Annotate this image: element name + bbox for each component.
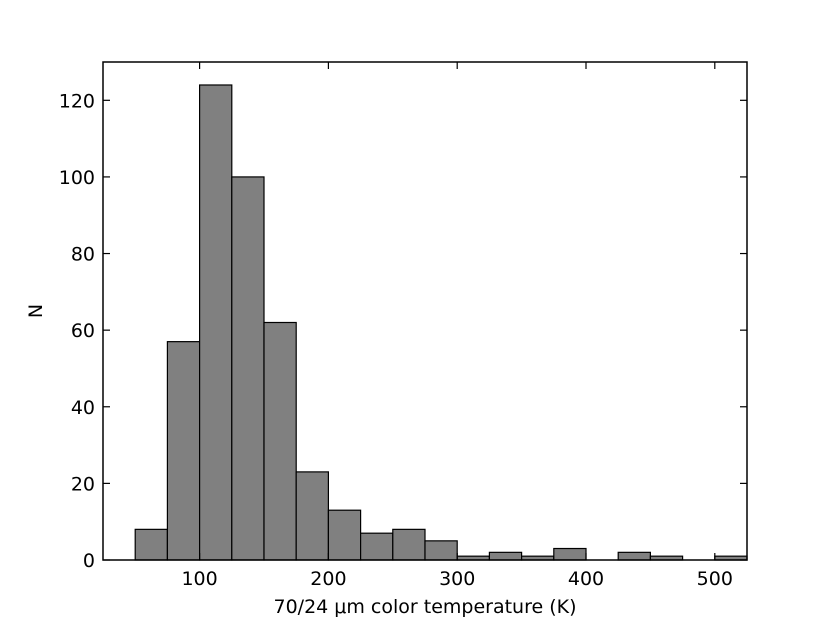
bar [424, 540, 458, 561]
x-tick-label: 300 [439, 568, 475, 590]
y-axis-label: N [25, 304, 47, 318]
bar [392, 528, 426, 561]
x-axis-label: 70/24 μm color temperature (K) [273, 596, 576, 618]
bar [553, 547, 587, 561]
y-tick-label: 100 [59, 167, 95, 189]
y-tick-label: 120 [59, 90, 95, 112]
bar [327, 509, 362, 561]
x-tick-label: 400 [568, 568, 604, 590]
y-tick-label: 20 [71, 473, 95, 495]
bar [231, 176, 265, 561]
x-tick-label: 500 [697, 568, 733, 590]
bar [488, 551, 523, 561]
x-tick-label: 100 [181, 568, 217, 590]
x-tick-label: 200 [310, 568, 346, 590]
y-tick-label: 80 [71, 244, 95, 266]
bar [360, 532, 394, 561]
bar [295, 471, 330, 561]
bar [166, 341, 201, 561]
plot-frame [102, 61, 748, 561]
bar [617, 551, 652, 561]
bar [199, 84, 233, 561]
y-tick-label: 60 [71, 320, 95, 342]
bar [263, 321, 297, 561]
y-tick-label: 0 [83, 550, 95, 572]
bar [134, 528, 168, 561]
y-tick-label: 40 [71, 397, 95, 419]
